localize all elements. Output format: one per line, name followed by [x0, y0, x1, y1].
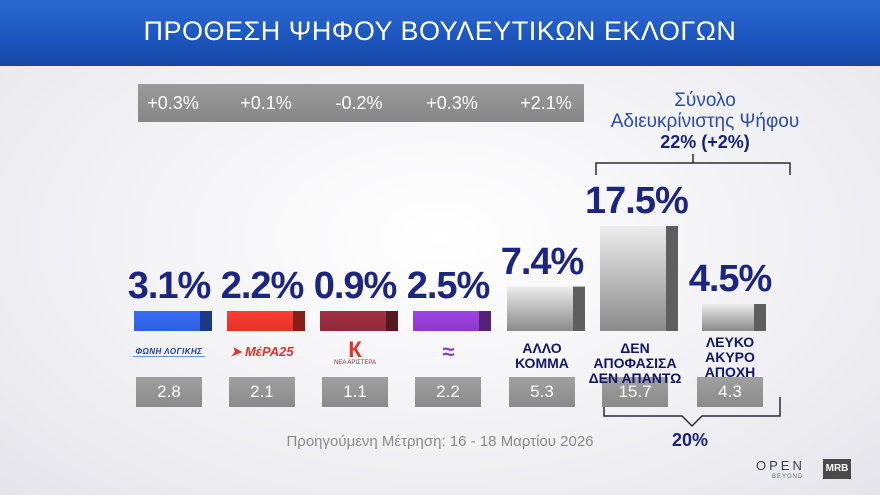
undecided-summary-value: 22% (+2%): [660, 132, 750, 152]
bar-side-nea-aristera: [386, 311, 398, 331]
previous-measurement-note: Προηγούμενη Μέτρηση: 16 - 18 Μαρτίου 202…: [286, 433, 594, 450]
bar-side-blank-invalid-abstain: [754, 304, 766, 331]
undecided-summary-title: Σύνολο Αδιευκρίνιστης Ψήφου: [585, 90, 825, 132]
page-title: ΠΡΟΘΕΣΗ ΨΗΦΟΥ ΒΟΥΛΕΥΤΙΚΩΝ ΕΚΛΟΓΩΝ: [143, 16, 737, 46]
value-label-nea-aristera: 0.9%: [313, 265, 398, 307]
change-value-party-four: +0.3%: [426, 93, 478, 113]
bar-side-undecided: [666, 226, 678, 331]
bar-phoni-logikis: [134, 311, 200, 331]
party-four-logo: ≈: [441, 339, 455, 364]
bar-side-other-party: [573, 286, 585, 331]
open-logo-sub: BEYOND: [772, 474, 804, 480]
change-value-nea-aristera: -0.2%: [335, 93, 383, 113]
previous-value-mera25: 2.1: [229, 377, 295, 407]
bar-party-four: [413, 311, 479, 331]
nea-aristera-logo: К ΝΕΑ ΑΡΙΣΤΕΡΑ: [334, 337, 376, 367]
change-strip: [138, 84, 584, 122]
value-label-undecided: 17.5%: [585, 180, 689, 222]
open-logo: OPEN: [756, 458, 805, 473]
category-label-undecided: ΔΕΝ ΑΠΟΦΑΣΙΣΑ ΔΕΝ ΑΠΑΝΤΩ: [588, 340, 682, 386]
header-bar: ΠΡΟΘΕΣΗ ΨΗΦΟΥ ΒΟΥΛΕΥΤΙΚΩΝ ΕΚΛΟΓΩΝ: [0, 0, 880, 66]
value-label-party-four: 2.5%: [406, 265, 491, 307]
undecided-summary-line1: Σύνολο: [674, 90, 736, 111]
bar-other-party: [507, 286, 573, 331]
previous-value-phoni-logikis: 2.8: [136, 377, 202, 407]
bar-side-mera25: [293, 311, 305, 331]
category-label-blank-invalid-abstain: ΛΕΥΚΟ ΑΚΥΡΟ ΑΠΟΧΗ: [704, 334, 756, 380]
change-value-mera25: +0.1%: [240, 93, 292, 113]
value-label-phoni-logikis: 3.1%: [127, 265, 212, 307]
mrb-logo: MRB: [823, 459, 851, 479]
change-value-phoni-logikis: +0.3%: [147, 93, 199, 113]
previous-value-nea-aristera: 1.1: [322, 377, 388, 407]
bar-nea-aristera: [320, 311, 386, 331]
change-value-other-party: +2.1%: [520, 93, 572, 113]
previous-value-other-party: 5.3: [509, 377, 575, 407]
category-label-other-party: ΑΛΛΟ ΚΟΜΜΑ: [515, 340, 569, 371]
bar-undecided: [600, 226, 666, 331]
mera25-logo: ➤ ΜέΡΑ25: [230, 344, 294, 359]
bar-mera25: [227, 311, 293, 331]
value-label-mera25: 2.2%: [220, 265, 305, 307]
phoni-logikis-logo: ΦΩΝΗ ΛΟΓΙΚΗΣ: [133, 347, 205, 357]
bar-side-phoni-logikis: [200, 311, 212, 331]
previous-value-undecided: 15.7: [602, 377, 668, 407]
value-label-blank-invalid-abstain: 4.5%: [688, 258, 773, 300]
bar-blank-invalid-abstain: [702, 304, 754, 331]
previous-value-party-four: 2.2: [415, 377, 481, 407]
value-label-other-party: 7.4%: [500, 240, 585, 283]
bottom-total: 20%: [671, 430, 709, 450]
undecided-summary-line2: Αδιευκρίνιστης Ψήφου: [610, 111, 800, 132]
bar-side-party-four: [479, 311, 491, 331]
previous-value-blank-invalid-abstain: 4.3: [697, 377, 763, 407]
